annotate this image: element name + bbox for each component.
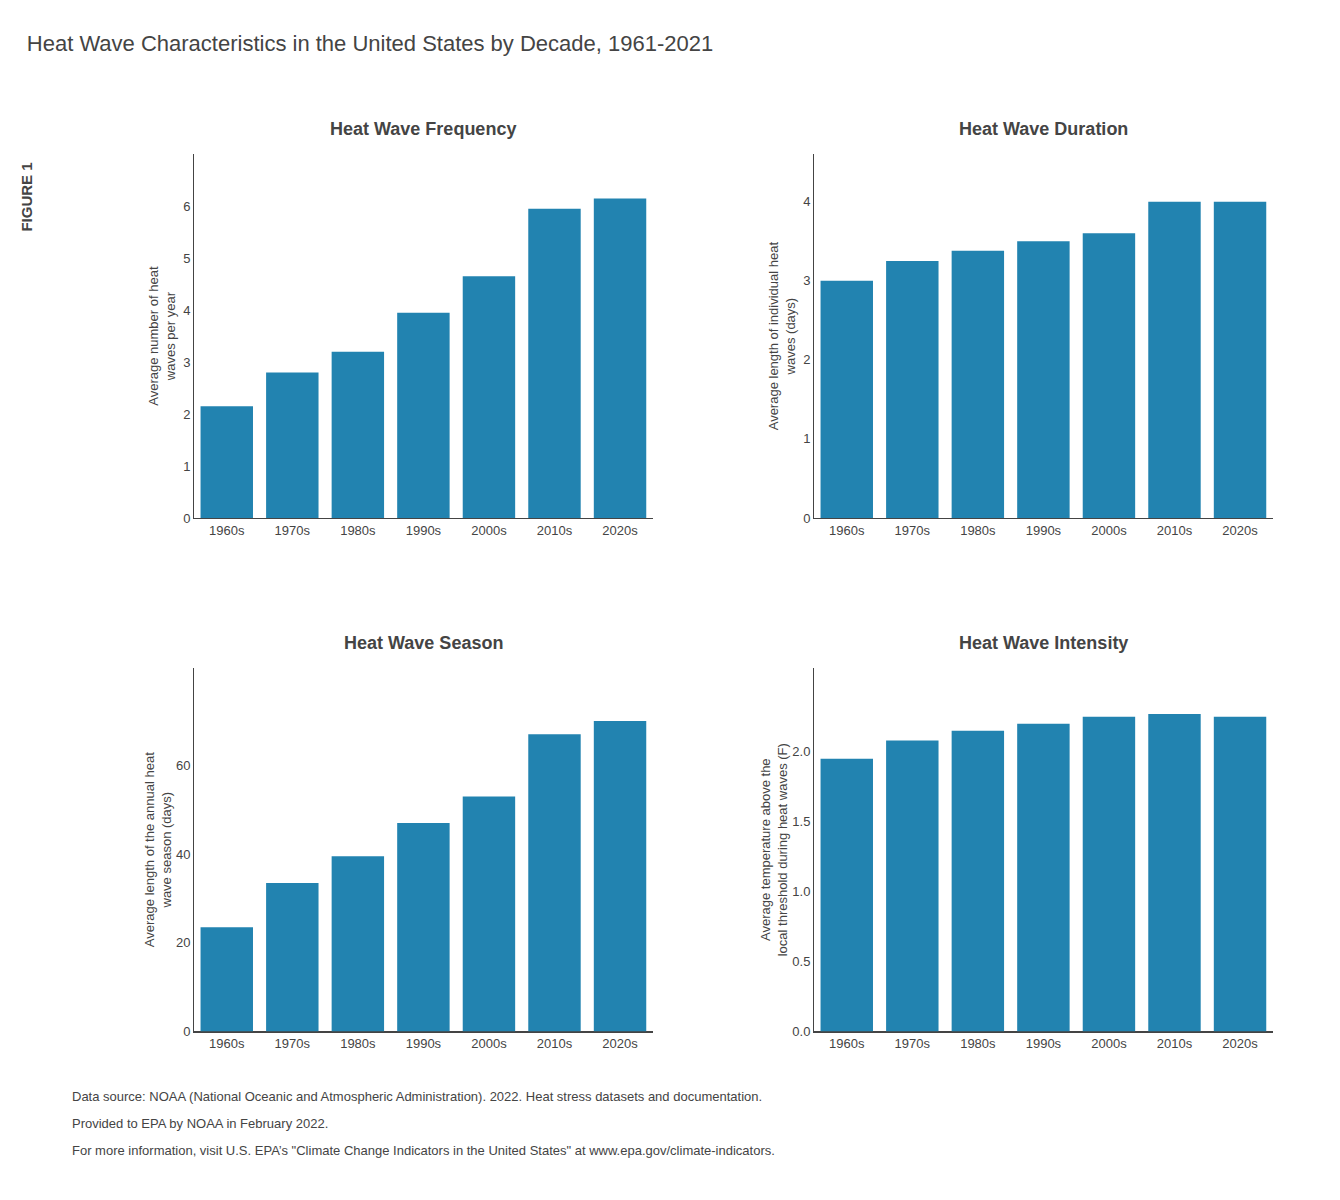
svg-text:Heat Wave Frequency: Heat Wave Frequency [330,119,516,139]
svg-text:0: 0 [803,511,810,526]
svg-text:2: 2 [803,352,810,367]
svg-text:Average length of the annual h: Average length of the annual heatwave se… [142,752,174,947]
svg-text:0.5: 0.5 [792,954,810,969]
svg-text:2010s: 2010s [537,1036,573,1051]
svg-text:1960s: 1960s [829,1036,865,1051]
svg-text:1: 1 [803,431,810,446]
svg-text:Average length of individual h: Average length of individual heatwaves (… [766,242,798,431]
svg-text:3: 3 [803,273,810,288]
svg-text:2020s: 2020s [602,523,638,538]
svg-text:2: 2 [183,407,190,422]
svg-text:2020s: 2020s [602,1036,638,1051]
svg-text:20: 20 [176,935,190,950]
svg-text:1970s: 1970s [895,523,931,538]
svg-text:1980s: 1980s [960,523,996,538]
svg-text:2020s: 2020s [1222,1036,1258,1051]
svg-text:1960s: 1960s [829,523,865,538]
svg-text:1990s: 1990s [406,1036,442,1051]
svg-text:0: 0 [183,1024,190,1039]
svg-text:6: 6 [183,199,190,214]
svg-text:1970s: 1970s [275,523,311,538]
svg-text:2010s: 2010s [1157,1036,1193,1051]
svg-text:0: 0 [183,511,190,526]
svg-text:2000s: 2000s [471,523,507,538]
svg-text:1990s: 1990s [1026,523,1062,538]
svg-text:1980s: 1980s [960,1036,996,1051]
svg-text:Provided to EPA by NOAA in Feb: Provided to EPA by NOAA in February 2022… [72,1116,328,1131]
svg-text:Data source: NOAA (National Oc: Data source: NOAA (National Oceanic and … [72,1089,762,1104]
svg-text:2000s: 2000s [1091,1036,1127,1051]
svg-text:2010s: 2010s [537,523,573,538]
svg-text:For more information, visit U.: For more information, visit U.S. EPA’s "… [72,1143,775,1158]
svg-text:1990s: 1990s [406,523,442,538]
svg-text:5: 5 [183,251,190,266]
svg-text:1990s: 1990s [1026,1036,1062,1051]
svg-text:2.0: 2.0 [792,744,810,759]
svg-text:FIGURE 1: FIGURE 1 [18,162,35,231]
svg-text:Heat Wave Intensity: Heat Wave Intensity [959,633,1128,653]
svg-text:40: 40 [176,847,190,862]
svg-text:1960s: 1960s [209,1036,245,1051]
svg-text:60: 60 [176,758,190,773]
svg-text:1980s: 1980s [340,1036,376,1051]
svg-text:1970s: 1970s [895,1036,931,1051]
svg-text:Average temperature above thel: Average temperature above thelocal thres… [758,743,790,956]
svg-text:2000s: 2000s [1091,523,1127,538]
svg-text:Heat Wave Characteristics in t: Heat Wave Characteristics in the United … [27,31,713,56]
svg-text:1980s: 1980s [340,523,376,538]
svg-text:Average number of heatwaves pe: Average number of heatwaves per year [146,266,178,406]
svg-text:1.5: 1.5 [792,814,810,829]
svg-text:1.0: 1.0 [792,884,810,899]
svg-text:0.0: 0.0 [792,1024,810,1039]
svg-text:1: 1 [183,459,190,474]
svg-text:4: 4 [803,194,810,209]
svg-text:2010s: 2010s [1157,523,1193,538]
svg-text:3: 3 [183,355,190,370]
svg-text:1960s: 1960s [209,523,245,538]
svg-text:2000s: 2000s [471,1036,507,1051]
svg-text:1970s: 1970s [275,1036,311,1051]
svg-text:Heat Wave Season: Heat Wave Season [344,633,503,653]
svg-text:Heat Wave Duration: Heat Wave Duration [959,119,1128,139]
svg-text:4: 4 [183,303,190,318]
svg-text:2020s: 2020s [1222,523,1258,538]
